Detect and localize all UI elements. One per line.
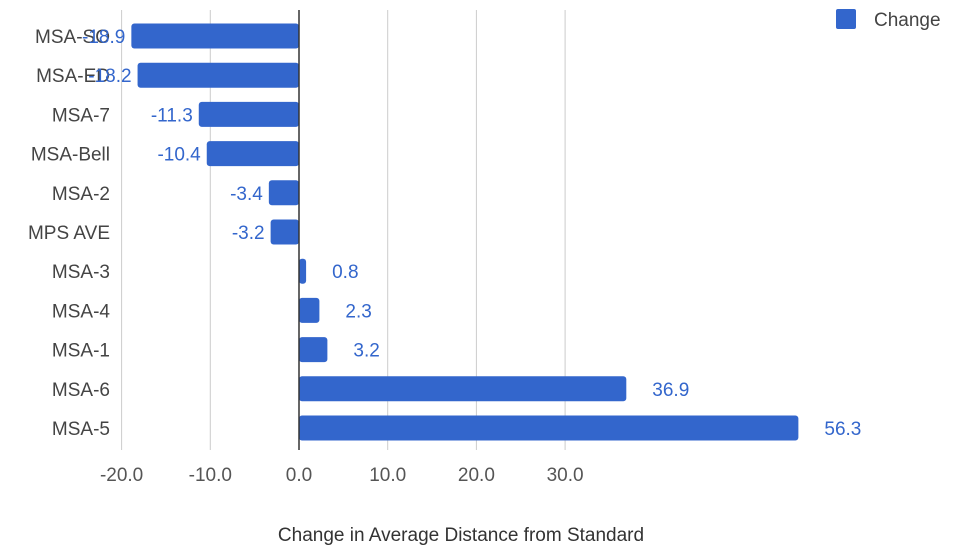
- category-labels: MSA-SO MSA-ED MSA-7 MSA-Bell MSA-2 MPS AVE MSA…: [28, 27, 110, 440]
- bar-msa-ed[interactable]: [137, 62, 299, 88]
- data-label: 3.2: [353, 341, 379, 362]
- category-label: MSA-ED: [36, 66, 110, 87]
- data-label: 0.8: [332, 262, 358, 283]
- legend[interactable]: Change: [836, 9, 941, 31]
- bar-msa-2[interactable]: [268, 180, 299, 206]
- category-label: MSA-Bell: [31, 145, 110, 166]
- category-label: MSA-5: [52, 419, 110, 440]
- legend-label-change: Change: [874, 10, 941, 31]
- category-label: MSA-4: [52, 301, 111, 322]
- x-tick-label: -10.0: [189, 465, 232, 486]
- category-label: MSA-3: [52, 262, 110, 283]
- bar-msa-7[interactable]: [198, 101, 299, 127]
- bar-msa-3[interactable]: [299, 258, 307, 284]
- bar-msa-4[interactable]: [299, 297, 320, 323]
- x-tick-label: -20.0: [100, 465, 143, 486]
- bar-msa-so[interactable]: [131, 23, 299, 49]
- data-label: -18.2: [88, 66, 131, 87]
- bar-msa-bell[interactable]: [206, 141, 299, 167]
- x-tick-label: 30.0: [547, 465, 584, 486]
- data-label: -10.4: [157, 145, 201, 166]
- bars: [131, 23, 799, 441]
- category-label: MSA-SO: [35, 27, 110, 48]
- x-tick-label: 10.0: [369, 465, 406, 486]
- category-label: MSA-6: [52, 380, 110, 401]
- category-label: MSA-1: [52, 341, 110, 362]
- bar-msa-6[interactable]: [299, 376, 627, 402]
- legend-swatch: [836, 9, 856, 29]
- bar-mps-ave[interactable]: [270, 219, 299, 245]
- data-label: -11.3: [151, 105, 193, 126]
- x-tick-label: 0.0: [286, 465, 312, 486]
- data-label: -3.4: [230, 184, 263, 205]
- data-label: -18.9: [82, 27, 125, 48]
- x-tick-labels: -20.0 -10.0 0.0 10.0 20.0 30.0: [100, 465, 584, 486]
- data-label: 2.3: [345, 301, 371, 322]
- category-label: MPS AVE: [28, 223, 110, 244]
- x-tick-label: 20.0: [458, 465, 495, 486]
- data-label: -3.2: [232, 223, 265, 244]
- data-label: 36.9: [652, 380, 689, 401]
- bar-msa-1[interactable]: [299, 337, 328, 363]
- x-axis-title: Change in Average Distance from Standard: [278, 525, 644, 546]
- bar-msa-5[interactable]: [299, 415, 799, 441]
- category-label: MSA-2: [52, 184, 110, 205]
- category-label: MSA-7: [52, 105, 110, 126]
- data-labels: -18.9 -18.2 -11.3 -10.4 -3.4 -3.2 0.8 2.3 3.2 36.…: [82, 27, 861, 440]
- data-label: 56.3: [824, 419, 861, 440]
